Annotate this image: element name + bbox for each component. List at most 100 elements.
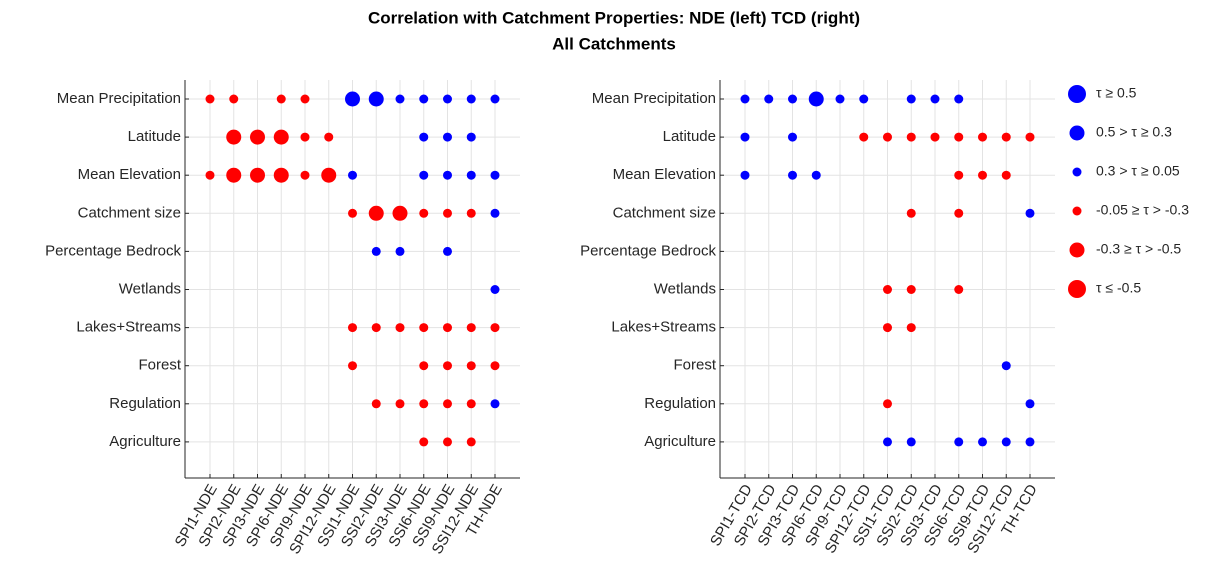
y-tick-label: Latitude (128, 128, 181, 145)
dot (395, 323, 405, 333)
dot (811, 170, 821, 180)
dot (978, 132, 987, 142)
dot (1001, 361, 1011, 371)
dot (419, 361, 429, 371)
dot (443, 323, 452, 333)
dot (883, 132, 892, 142)
dot (395, 399, 405, 409)
dot (371, 246, 381, 256)
dot (740, 94, 750, 104)
y-tick-label: Mean Precipitation (57, 90, 181, 107)
dot (348, 208, 357, 218)
y-tick-label: Wetlands (654, 280, 716, 297)
y-tick-label: Lakes+Streams (76, 319, 181, 336)
dot (490, 94, 500, 104)
dot (859, 94, 869, 104)
dot (906, 94, 916, 104)
dot (490, 285, 500, 294)
dot (466, 399, 476, 409)
dot (466, 94, 476, 104)
dot (1001, 437, 1011, 447)
dot (466, 361, 476, 371)
dot (371, 399, 381, 409)
dot (954, 208, 964, 218)
dot (788, 170, 797, 180)
dot (1001, 132, 1011, 142)
dot (443, 246, 452, 256)
dot (954, 170, 964, 180)
dot (490, 170, 500, 180)
dot (300, 170, 310, 180)
y-tick-label: Lakes+Streams (611, 319, 716, 336)
dot (273, 167, 289, 183)
legend-label: τ ≤ -0.5 (1096, 280, 1141, 296)
dot (395, 246, 405, 256)
dot (978, 170, 987, 180)
dot (859, 132, 869, 142)
legend-marker (1072, 206, 1082, 216)
dot (788, 94, 797, 104)
y-tick-label: Agriculture (109, 433, 181, 450)
dot (368, 91, 384, 107)
y-tick-label: Latitude (663, 128, 716, 145)
dot (883, 437, 892, 447)
dot (443, 170, 452, 180)
dot (466, 323, 476, 333)
dot (1025, 132, 1035, 142)
y-tick-label: Regulation (109, 395, 181, 412)
legend-marker (1069, 125, 1085, 141)
dot (443, 94, 452, 104)
y-tick-label: Percentage Bedrock (580, 242, 716, 259)
dot (419, 208, 429, 218)
dot (348, 361, 357, 371)
dot (419, 132, 429, 142)
dot (883, 285, 892, 294)
dot (1025, 208, 1035, 218)
dot (906, 323, 916, 333)
chart-subtitle: All Catchments (552, 34, 676, 53)
dot (883, 323, 892, 333)
dot (1025, 399, 1035, 409)
dot (490, 361, 500, 371)
dot (1001, 170, 1011, 180)
dot (954, 285, 964, 294)
dot (300, 132, 310, 142)
legend-marker (1068, 280, 1086, 298)
dot (1025, 437, 1035, 447)
dot (740, 170, 750, 180)
dot (490, 399, 500, 409)
dot (978, 437, 987, 447)
legend-label: -0.3 ≥ τ > -0.5 (1096, 241, 1181, 257)
dot (229, 94, 239, 104)
y-tick-label: Catchment size (613, 204, 716, 221)
dot (443, 437, 452, 447)
legend-marker (1069, 242, 1085, 258)
dot (466, 208, 476, 218)
dot (930, 94, 940, 104)
dot (345, 91, 360, 107)
dot (443, 208, 452, 218)
legend-marker (1072, 167, 1082, 177)
dot (324, 132, 334, 142)
y-tick-label: Mean Precipitation (592, 90, 716, 107)
y-tick-label: Catchment size (78, 204, 181, 221)
dot (205, 170, 215, 180)
dot (392, 205, 408, 221)
y-tick-label: Agriculture (644, 433, 716, 450)
dot (205, 94, 215, 104)
dot (321, 167, 337, 183)
y-tick-label: Mean Elevation (78, 166, 181, 183)
dot (419, 94, 429, 104)
dot (906, 437, 916, 447)
dot (930, 132, 940, 142)
dot (276, 94, 286, 104)
dot (490, 323, 500, 333)
legend-label: τ ≥ 0.5 (1096, 85, 1137, 101)
dot (419, 323, 429, 333)
dot (466, 132, 476, 142)
dot (490, 208, 500, 218)
y-tick-label: Forest (138, 357, 181, 374)
y-tick-label: Regulation (644, 395, 716, 412)
dot (954, 94, 964, 104)
dot (906, 285, 916, 294)
